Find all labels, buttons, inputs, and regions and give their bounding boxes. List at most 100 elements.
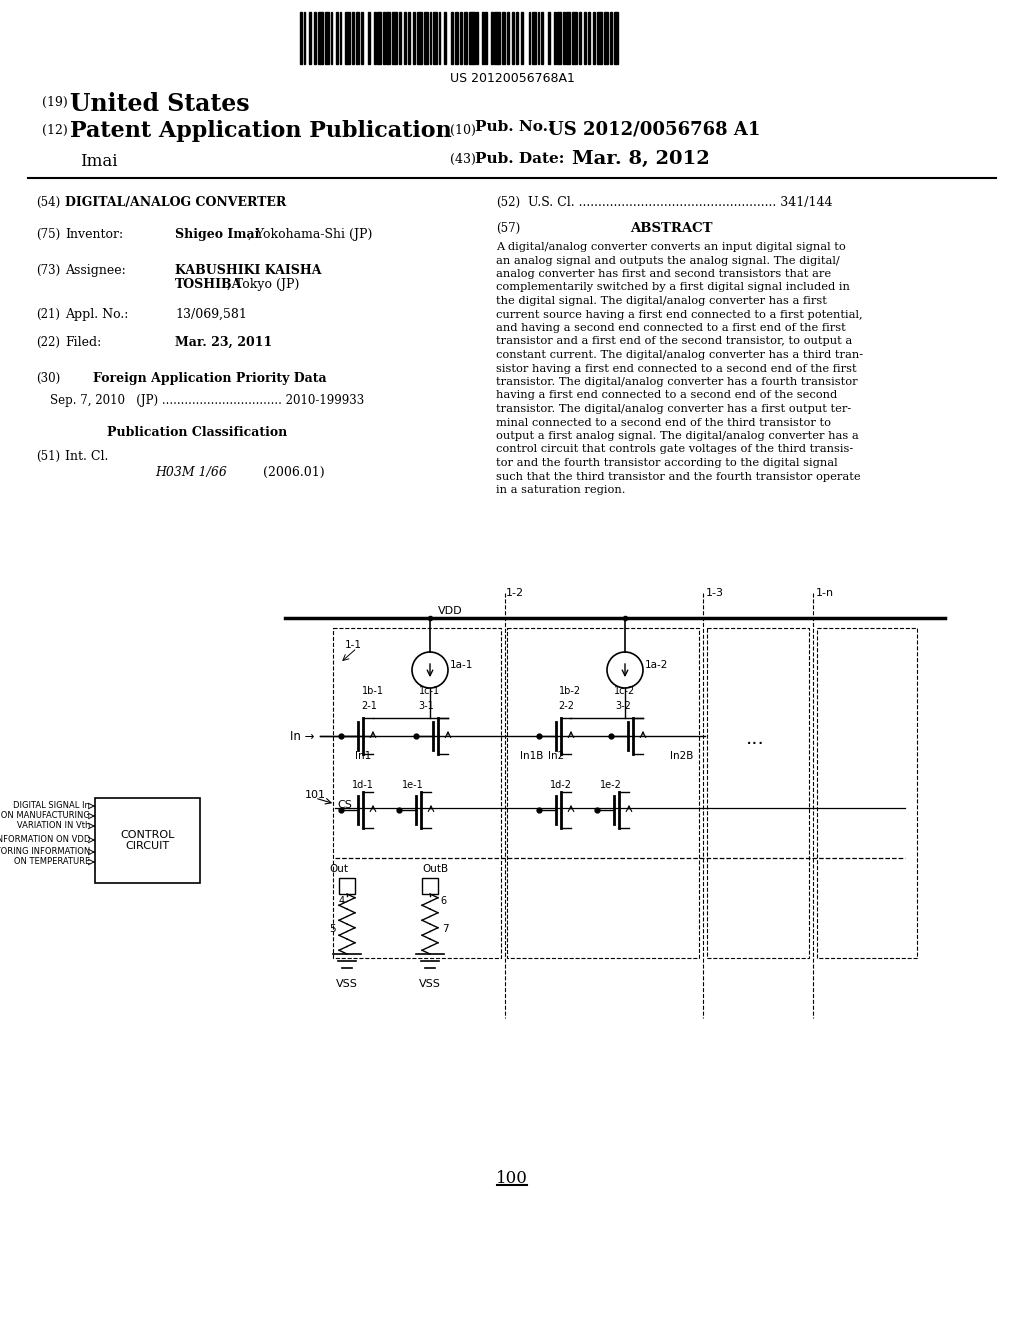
Text: complementarily switched by a first digital signal included in: complementarily switched by a first digi… bbox=[496, 282, 850, 293]
Bar bbox=[309, 12, 311, 63]
Text: TOSHIBA: TOSHIBA bbox=[175, 279, 243, 290]
Bar bbox=[340, 12, 341, 63]
Text: , Yokohama-Shi (JP): , Yokohama-Shi (JP) bbox=[248, 228, 373, 242]
Bar bbox=[585, 12, 586, 63]
Text: (43): (43) bbox=[450, 153, 476, 166]
Bar bbox=[399, 12, 400, 63]
Bar bbox=[378, 12, 381, 63]
Bar bbox=[417, 12, 423, 63]
Text: H03M 1/66: H03M 1/66 bbox=[155, 466, 227, 479]
Bar bbox=[303, 12, 305, 63]
Text: U.S. Cl. ................................................... 341/144: U.S. Cl. ...............................… bbox=[528, 195, 833, 209]
Bar bbox=[528, 12, 530, 63]
Text: 3-2: 3-2 bbox=[615, 701, 631, 711]
Bar bbox=[408, 12, 410, 63]
Text: 1a-1: 1a-1 bbox=[450, 660, 473, 671]
Text: (12): (12) bbox=[42, 124, 68, 137]
Text: (30): (30) bbox=[36, 372, 60, 385]
Bar bbox=[707, 628, 809, 958]
Text: A digital/analog converter converts an input digital signal to: A digital/analog converter converts an i… bbox=[496, 242, 846, 252]
Bar bbox=[507, 12, 509, 63]
Text: tor and the fourth transistor according to the digital signal: tor and the fourth transistor according … bbox=[496, 458, 838, 469]
Bar bbox=[414, 12, 415, 63]
Text: 2-1: 2-1 bbox=[361, 701, 377, 711]
Text: Filed:: Filed: bbox=[65, 337, 101, 348]
Bar bbox=[383, 12, 385, 63]
Text: 2-2: 2-2 bbox=[558, 701, 574, 711]
Bar bbox=[476, 12, 478, 63]
Text: 1d-2: 1d-2 bbox=[550, 780, 572, 789]
Text: Sep. 7, 2010   (JP) ................................ 2010-199933: Sep. 7, 2010 (JP) ......................… bbox=[50, 393, 365, 407]
Text: 1a-2: 1a-2 bbox=[645, 660, 669, 671]
Text: In1B: In1B bbox=[520, 751, 544, 762]
Text: having a first end connected to a second end of the second: having a first end connected to a second… bbox=[496, 391, 838, 400]
Bar bbox=[352, 12, 354, 63]
Text: (51): (51) bbox=[36, 450, 60, 463]
Text: In1: In1 bbox=[355, 751, 371, 762]
Bar bbox=[469, 12, 474, 63]
Text: Pub. Date:: Pub. Date: bbox=[475, 152, 564, 166]
Bar bbox=[566, 12, 570, 63]
Text: MONITORING INFORMATION: MONITORING INFORMATION bbox=[0, 847, 90, 857]
Text: CS: CS bbox=[337, 800, 352, 810]
Text: (52): (52) bbox=[496, 195, 520, 209]
Bar bbox=[485, 12, 487, 63]
Text: , Tokyo (JP): , Tokyo (JP) bbox=[227, 279, 299, 290]
Text: Inventor:: Inventor: bbox=[65, 228, 123, 242]
Bar bbox=[404, 12, 407, 63]
Text: sistor having a first end connected to a second end of the first: sistor having a first end connected to a… bbox=[496, 363, 857, 374]
Bar bbox=[549, 12, 550, 63]
Bar bbox=[538, 12, 540, 63]
Text: 13/069,581: 13/069,581 bbox=[175, 308, 247, 321]
Bar bbox=[326, 12, 329, 63]
Text: VDD: VDD bbox=[437, 606, 462, 616]
Bar bbox=[495, 12, 500, 63]
Text: KABUSHIKI KAISHA: KABUSHIKI KAISHA bbox=[175, 264, 322, 277]
Text: control circuit that controls gate voltages of the third transis-: control circuit that controls gate volta… bbox=[496, 445, 853, 454]
Text: 3-1: 3-1 bbox=[418, 701, 434, 711]
Text: Mar. 23, 2011: Mar. 23, 2011 bbox=[175, 337, 272, 348]
Text: INFORMATION ON MANUFACTURING: INFORMATION ON MANUFACTURING bbox=[0, 812, 90, 821]
Bar bbox=[516, 12, 518, 63]
Text: VARIATION IN Vth: VARIATION IN Vth bbox=[8, 821, 90, 830]
Text: (21): (21) bbox=[36, 308, 60, 321]
Text: In2: In2 bbox=[548, 751, 564, 762]
Text: minal connected to a second end of the third transistor to: minal connected to a second end of the t… bbox=[496, 417, 831, 428]
Text: 1d-1: 1d-1 bbox=[352, 780, 374, 789]
Bar bbox=[817, 628, 918, 958]
Text: such that the third transistor and the fourth transistor operate: such that the third transistor and the f… bbox=[496, 471, 860, 482]
Text: transistor and a first end of the second transistor, to output a: transistor and a first end of the second… bbox=[496, 337, 852, 346]
Text: Mar. 8, 2012: Mar. 8, 2012 bbox=[572, 150, 710, 168]
Bar bbox=[95, 799, 200, 883]
Bar bbox=[369, 12, 371, 63]
Bar bbox=[361, 12, 362, 63]
Text: 4: 4 bbox=[339, 896, 345, 906]
Bar bbox=[563, 12, 564, 63]
Text: Imai: Imai bbox=[80, 153, 118, 170]
Text: (73): (73) bbox=[36, 264, 60, 277]
Text: Shigeo Imai: Shigeo Imai bbox=[175, 228, 259, 242]
Text: United States: United States bbox=[70, 92, 250, 116]
Bar bbox=[318, 12, 324, 63]
Text: MONITORING INFORMATION ON VDD: MONITORING INFORMATION ON VDD bbox=[0, 836, 90, 845]
Text: Out: Out bbox=[329, 865, 348, 874]
Bar bbox=[542, 12, 543, 63]
Bar bbox=[430, 12, 431, 63]
Bar bbox=[588, 12, 590, 63]
Bar bbox=[300, 12, 302, 63]
Bar bbox=[482, 12, 483, 63]
Bar bbox=[502, 12, 505, 63]
Text: (75): (75) bbox=[36, 228, 60, 242]
Text: 6: 6 bbox=[440, 896, 446, 906]
Bar bbox=[613, 12, 615, 63]
Text: Int. Cl.: Int. Cl. bbox=[65, 450, 109, 463]
Text: OutB: OutB bbox=[422, 865, 449, 874]
Text: US 2012/0056768 A1: US 2012/0056768 A1 bbox=[548, 120, 761, 139]
Text: 1b-2: 1b-2 bbox=[559, 686, 581, 696]
Text: In2B: In2B bbox=[670, 751, 693, 762]
Text: In →: In → bbox=[290, 730, 314, 742]
Bar bbox=[424, 12, 428, 63]
Bar bbox=[609, 12, 611, 63]
Text: 1e-1: 1e-1 bbox=[402, 780, 424, 789]
Text: 5: 5 bbox=[329, 924, 336, 935]
